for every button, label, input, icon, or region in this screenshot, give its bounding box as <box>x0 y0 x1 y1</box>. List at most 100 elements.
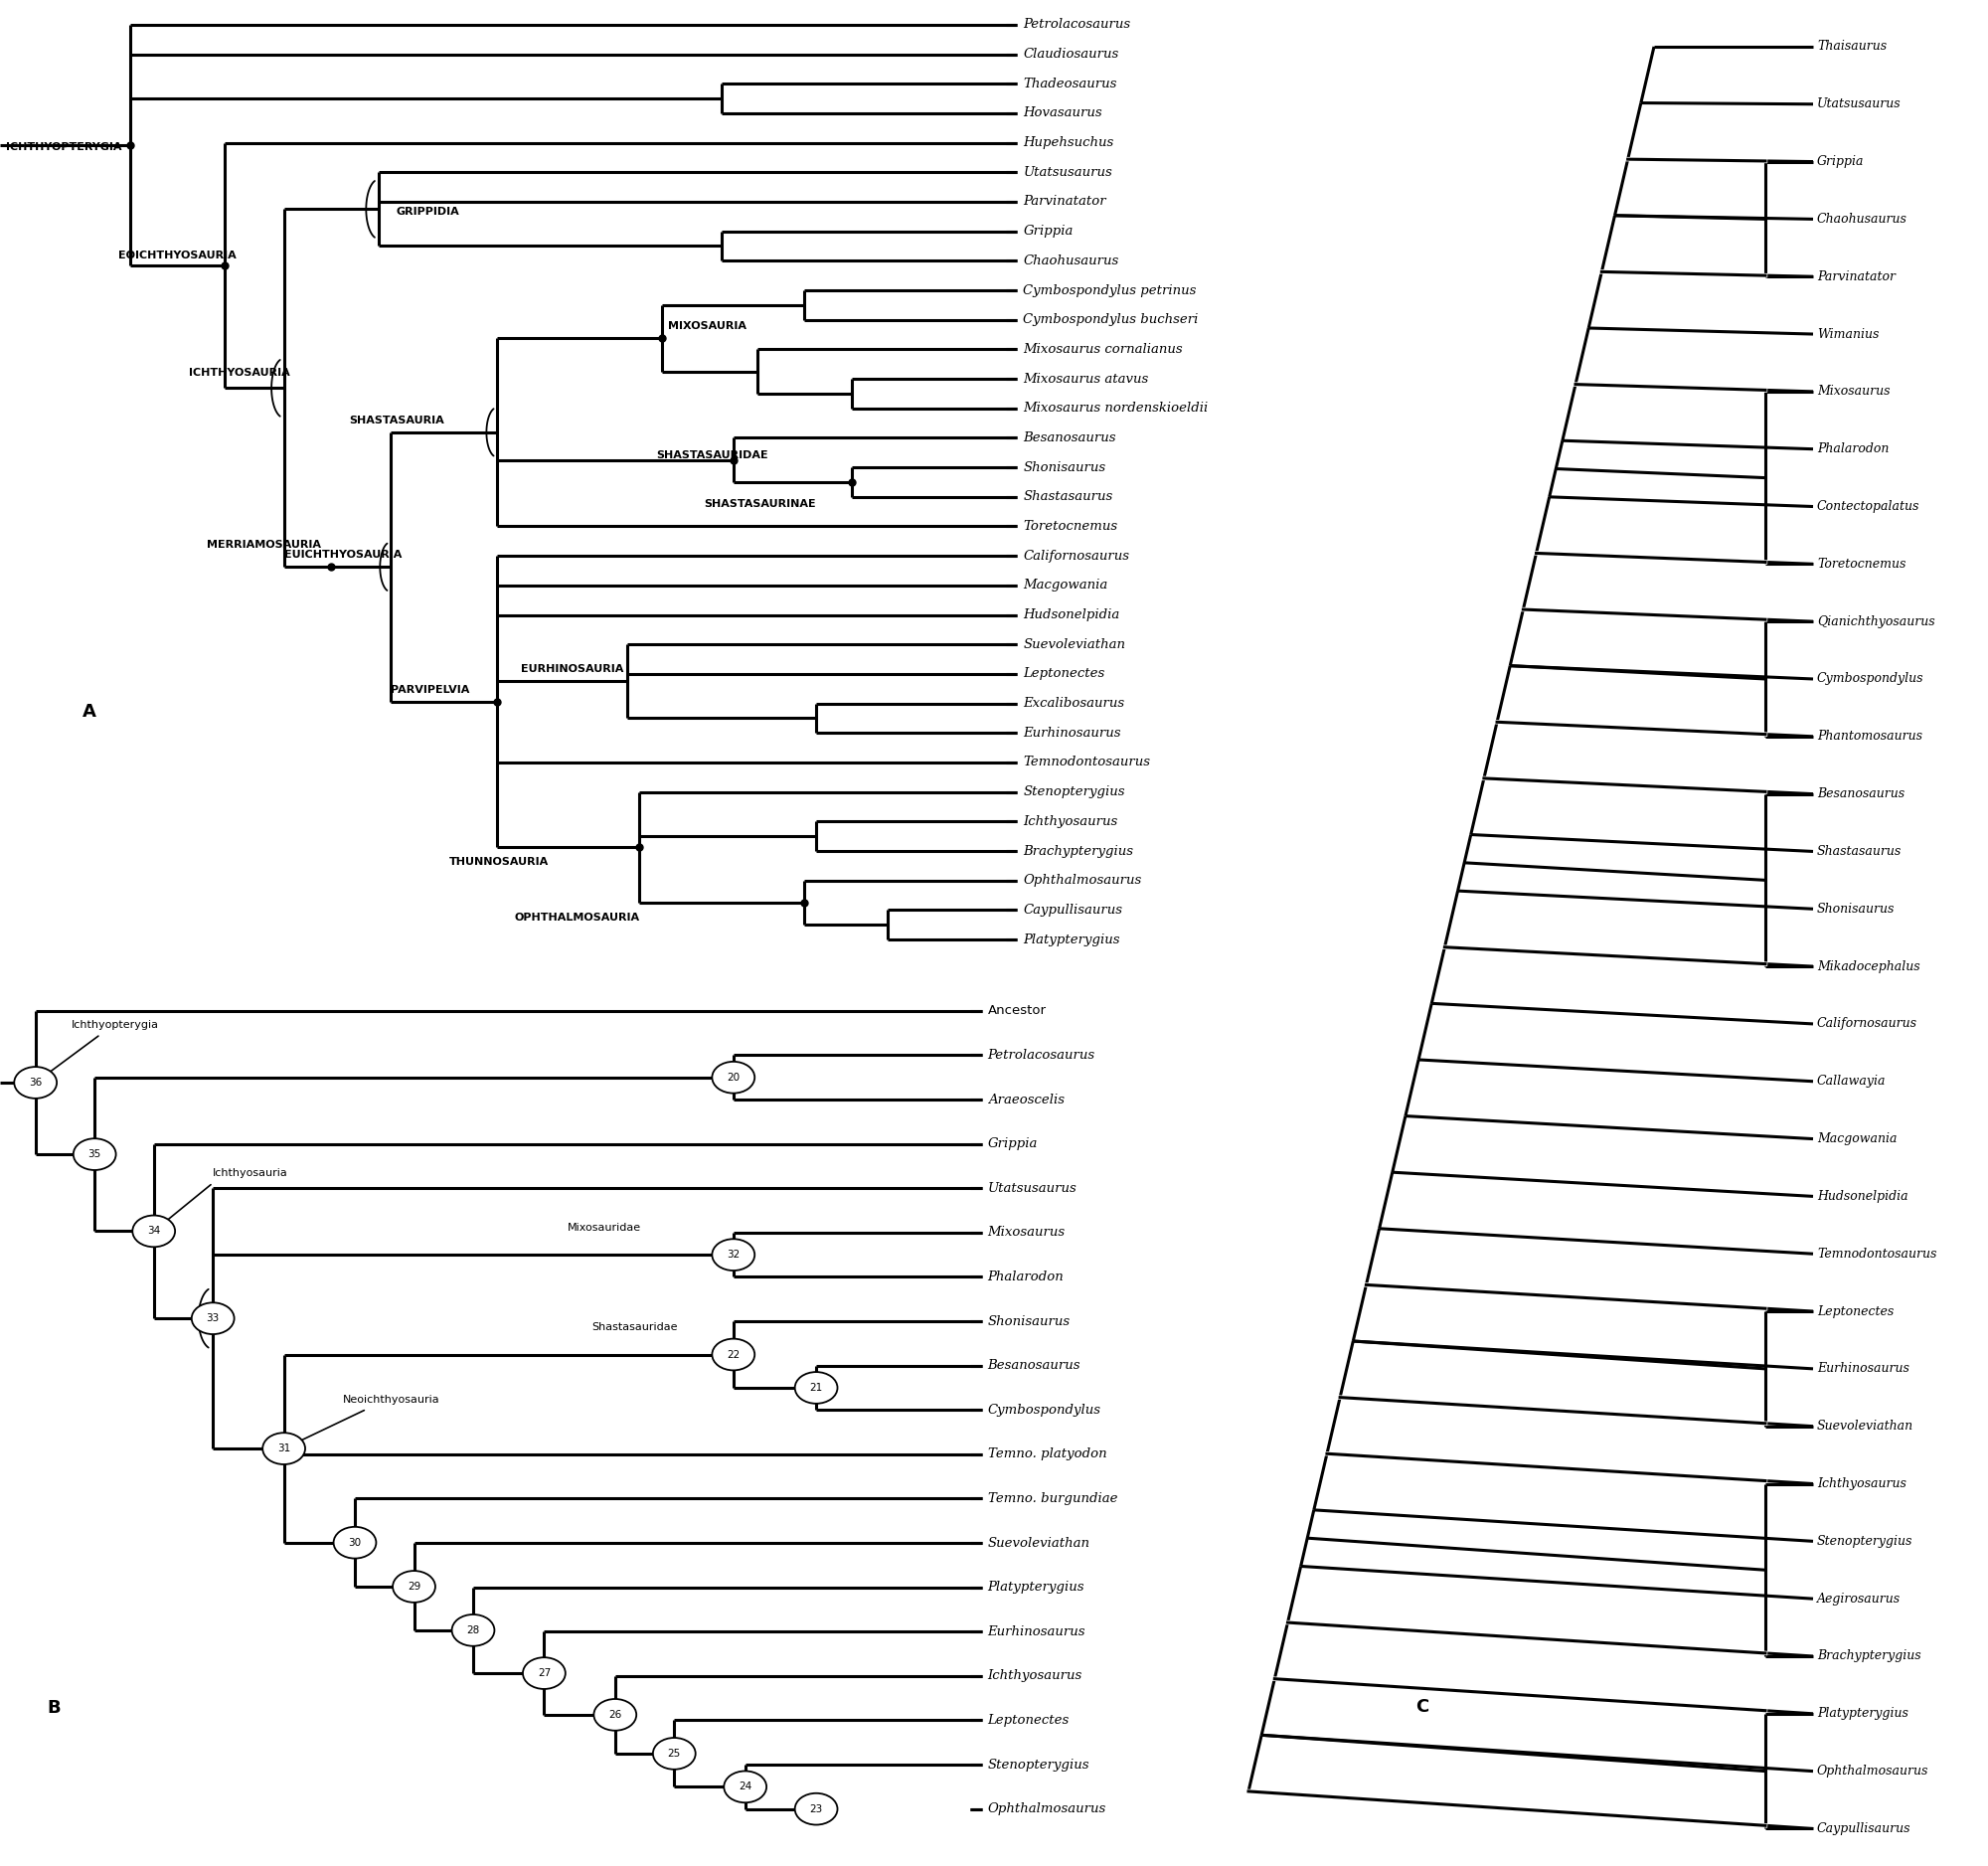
Text: Mixosaurus cornalianus: Mixosaurus cornalianus <box>1024 343 1183 356</box>
Text: Hudsonelpidia: Hudsonelpidia <box>1817 1191 1908 1204</box>
Text: Hudsonelpidia: Hudsonelpidia <box>1024 608 1119 621</box>
Text: Toretocnemus: Toretocnemus <box>1024 521 1117 534</box>
Text: SHASTASAURINAE: SHASTASAURINAE <box>704 498 815 509</box>
Text: Shastasaurus: Shastasaurus <box>1024 491 1113 504</box>
Text: A: A <box>83 703 97 720</box>
Text: Phalarodon: Phalarodon <box>1817 442 1889 455</box>
Text: Neoichthyosauria: Neoichthyosauria <box>344 1394 439 1405</box>
Text: Ichthyopterygia: Ichthyopterygia <box>72 1021 159 1030</box>
Text: B: B <box>48 1700 62 1717</box>
Text: Grippia: Grippia <box>988 1138 1038 1149</box>
Text: Cymbospondylus petrinus: Cymbospondylus petrinus <box>1024 284 1197 297</box>
Text: Macgowania: Macgowania <box>1817 1133 1897 1146</box>
Text: Temno. platyodon: Temno. platyodon <box>988 1448 1107 1461</box>
Text: 23: 23 <box>809 1804 823 1814</box>
Text: EOICHTHYOSAURIA: EOICHTHYOSAURIA <box>119 250 237 261</box>
Text: Mixosauridae: Mixosauridae <box>569 1222 642 1233</box>
Text: PARVIPELVIA: PARVIPELVIA <box>390 685 469 694</box>
Text: SHASTASAURIA: SHASTASAURIA <box>350 416 443 425</box>
Text: Platypterygius: Platypterygius <box>1024 933 1119 946</box>
Text: EUICHTHYOSAURIA: EUICHTHYOSAURIA <box>284 550 402 560</box>
Text: Thaisaurus: Thaisaurus <box>1817 41 1887 52</box>
Text: 29: 29 <box>408 1582 421 1592</box>
Text: Mixosaurus nordenskioeldii: Mixosaurus nordenskioeldii <box>1024 401 1209 414</box>
Text: Araeoscelis: Araeoscelis <box>988 1093 1064 1107</box>
Text: ICHTHYOSAURIA: ICHTHYOSAURIA <box>189 368 290 379</box>
Text: Ophthalmosaurus: Ophthalmosaurus <box>1817 1765 1928 1778</box>
Text: 24: 24 <box>740 1782 751 1791</box>
Text: Cymbospondylus buchseri: Cymbospondylus buchseri <box>1024 313 1199 327</box>
Text: 22: 22 <box>728 1349 740 1360</box>
Text: Grippia: Grippia <box>1817 155 1865 168</box>
Text: Brachypterygius: Brachypterygius <box>1817 1650 1920 1663</box>
Text: GRIPPIDIA: GRIPPIDIA <box>396 207 459 216</box>
Text: C: C <box>1415 1698 1429 1717</box>
Text: 21: 21 <box>809 1383 823 1392</box>
Text: Platypterygius: Platypterygius <box>1817 1707 1908 1720</box>
Text: Parvinatator: Parvinatator <box>1817 271 1897 284</box>
Text: 35: 35 <box>87 1149 101 1159</box>
Text: Toretocnemus: Toretocnemus <box>1817 558 1906 571</box>
Circle shape <box>133 1215 175 1246</box>
Text: Brachypterygius: Brachypterygius <box>1024 845 1133 858</box>
Text: Eurhinosaurus: Eurhinosaurus <box>988 1625 1085 1638</box>
Text: Leptonectes: Leptonectes <box>1024 668 1105 681</box>
Text: Shonisaurus: Shonisaurus <box>988 1316 1070 1329</box>
Text: ICHTHYOPTERYGIA: ICHTHYOPTERYGIA <box>6 142 121 153</box>
Text: 30: 30 <box>348 1538 362 1547</box>
Text: Ichthyosaurus: Ichthyosaurus <box>1024 815 1117 829</box>
Text: Utatsusaurus: Utatsusaurus <box>1024 166 1113 179</box>
Text: Besanosaurus: Besanosaurus <box>988 1358 1081 1372</box>
Text: Californosaurus: Californosaurus <box>1024 549 1129 562</box>
Text: Thadeosaurus: Thadeosaurus <box>1024 77 1117 90</box>
Text: Temnodontosaurus: Temnodontosaurus <box>1024 756 1151 769</box>
Text: Ichthyosaurus: Ichthyosaurus <box>988 1670 1081 1683</box>
Text: 28: 28 <box>467 1625 479 1635</box>
Circle shape <box>394 1571 435 1603</box>
Text: Mixosaurus: Mixosaurus <box>988 1226 1066 1239</box>
Circle shape <box>594 1698 636 1730</box>
Text: Utatsusaurus: Utatsusaurus <box>1817 97 1901 110</box>
Text: Callawayia: Callawayia <box>1817 1075 1887 1088</box>
Circle shape <box>523 1657 565 1689</box>
Circle shape <box>74 1138 115 1170</box>
Circle shape <box>262 1433 306 1465</box>
Text: Shonisaurus: Shonisaurus <box>1817 903 1895 916</box>
Text: Utatsusaurus: Utatsusaurus <box>988 1181 1077 1194</box>
Text: Petrolacosaurus: Petrolacosaurus <box>1024 19 1131 32</box>
Text: Suevoleviathan: Suevoleviathan <box>988 1536 1089 1549</box>
Text: Aegirosaurus: Aegirosaurus <box>1817 1592 1901 1605</box>
Text: Leptonectes: Leptonectes <box>988 1713 1070 1726</box>
Circle shape <box>334 1526 376 1558</box>
Text: MERRIAMOSAURIA: MERRIAMOSAURIA <box>207 541 322 550</box>
Text: Parvinatator: Parvinatator <box>1024 196 1105 209</box>
Circle shape <box>712 1062 755 1093</box>
Circle shape <box>451 1614 495 1646</box>
Text: 32: 32 <box>728 1250 740 1260</box>
Text: Temnodontosaurus: Temnodontosaurus <box>1817 1246 1936 1260</box>
Circle shape <box>652 1737 696 1769</box>
Text: Californosaurus: Californosaurus <box>1817 1017 1916 1030</box>
Text: Macgowania: Macgowania <box>1024 578 1107 592</box>
Text: Suevoleviathan: Suevoleviathan <box>1817 1420 1914 1433</box>
Text: Ophthalmosaurus: Ophthalmosaurus <box>1024 873 1141 886</box>
Text: Caypullisaurus: Caypullisaurus <box>1817 1823 1910 1834</box>
Text: Hupehsuchus: Hupehsuchus <box>1024 136 1113 149</box>
Text: Grippia: Grippia <box>1024 224 1074 237</box>
Text: Shastasauridae: Shastasauridae <box>592 1323 678 1332</box>
Circle shape <box>191 1302 235 1334</box>
Text: SHASTASAURIDAE: SHASTASAURIDAE <box>656 450 769 461</box>
Text: Shonisaurus: Shonisaurus <box>1024 461 1105 474</box>
Text: Stenopterygius: Stenopterygius <box>1024 786 1125 799</box>
Text: Eurhinosaurus: Eurhinosaurus <box>1024 726 1121 739</box>
Text: Cymbospondylus: Cymbospondylus <box>988 1403 1101 1416</box>
Text: 25: 25 <box>668 1748 680 1758</box>
Text: Temno. burgundiae: Temno. burgundiae <box>988 1493 1117 1506</box>
Text: Leptonectes: Leptonectes <box>1817 1304 1895 1317</box>
Text: Qianichthyosaurus: Qianichthyosaurus <box>1817 616 1934 629</box>
Text: Claudiosaurus: Claudiosaurus <box>1024 49 1119 62</box>
Text: 20: 20 <box>728 1073 740 1082</box>
Text: 27: 27 <box>537 1668 551 1678</box>
Text: Cymbospondylus: Cymbospondylus <box>1817 672 1924 685</box>
Text: Suevoleviathan: Suevoleviathan <box>1024 638 1125 651</box>
